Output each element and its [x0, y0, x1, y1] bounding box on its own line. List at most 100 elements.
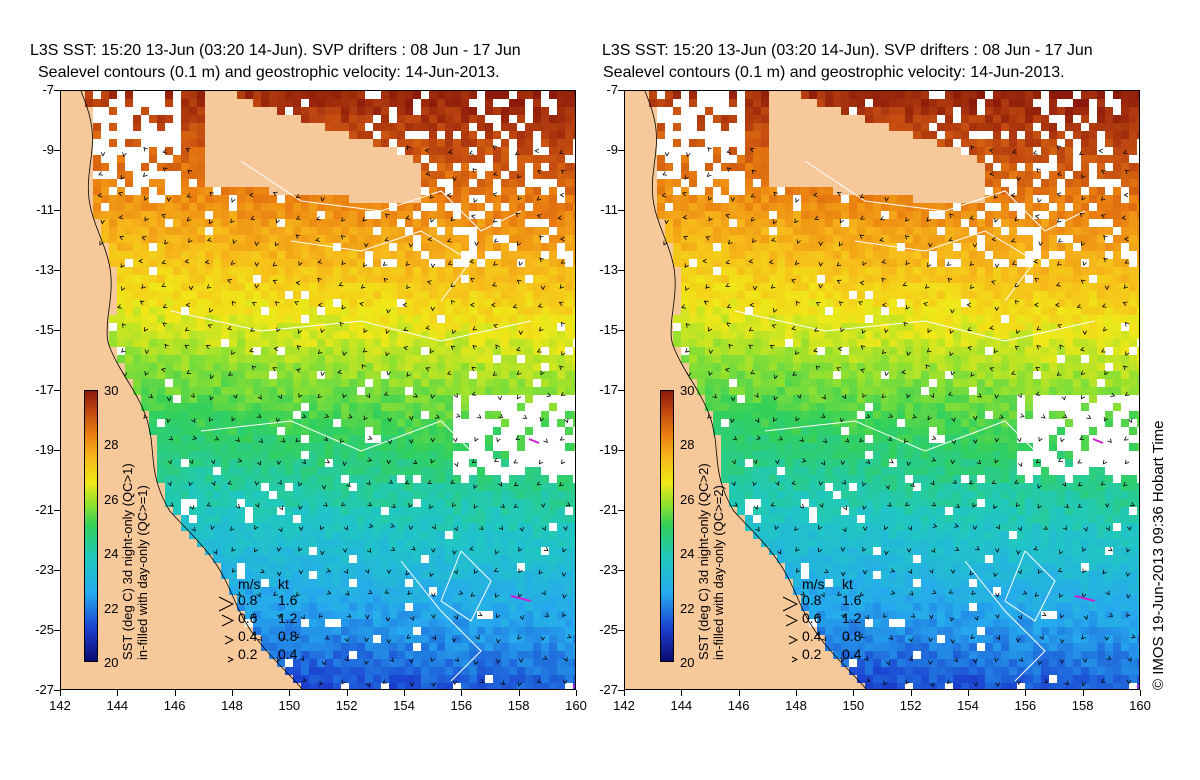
sst-cell	[277, 555, 285, 563]
sst-cell	[205, 323, 213, 331]
sst-cell	[665, 131, 673, 139]
sst-cell	[269, 403, 277, 411]
sst-cell	[173, 379, 181, 387]
velocity-vector	[424, 148, 430, 153]
sst-cell	[213, 251, 221, 259]
velocity-vector	[474, 241, 479, 247]
sst-cell	[1113, 187, 1121, 195]
sst-cell	[573, 539, 575, 547]
sst-cell	[413, 283, 421, 291]
sst-cell	[349, 291, 357, 299]
sst-cell	[221, 323, 229, 331]
sst-cell	[881, 107, 889, 115]
sst-cell	[333, 411, 341, 419]
sst-cell	[357, 499, 365, 507]
sst-cell	[141, 123, 149, 131]
velocity-vector	[317, 277, 322, 283]
sst-cell	[541, 235, 549, 243]
sst-cell	[1065, 115, 1073, 123]
velocity-vector	[298, 570, 304, 575]
sst-cell	[421, 371, 429, 379]
sst-cell	[341, 491, 349, 499]
sst-cell	[157, 307, 165, 315]
sst-cell	[713, 211, 721, 219]
sst-cell	[125, 139, 133, 147]
sst-cell	[221, 499, 229, 507]
sst-cell	[461, 459, 469, 467]
sst-cell	[509, 243, 517, 251]
sst-cell	[285, 371, 293, 379]
velocity-vector	[473, 198, 478, 203]
sst-cell	[317, 531, 325, 539]
sst-cell	[133, 243, 141, 251]
sst-cell	[1017, 91, 1025, 99]
sst-cell	[573, 675, 575, 683]
sst-cell	[365, 499, 373, 507]
sst-cell	[1121, 163, 1129, 171]
sst-cell	[445, 171, 453, 179]
sst-cell	[221, 507, 229, 515]
sst-cell	[405, 115, 413, 123]
sst-cell	[573, 227, 575, 235]
sst-cell	[493, 579, 501, 587]
sst-cell	[1121, 187, 1129, 195]
sst-cell	[745, 211, 753, 219]
sst-cell	[1081, 107, 1089, 115]
sst-cell	[125, 267, 133, 275]
velocity-vector	[148, 393, 153, 399]
sst-cell	[197, 467, 205, 475]
sst-cell	[277, 419, 285, 427]
sst-cell	[373, 435, 381, 443]
sst-cell	[165, 219, 173, 227]
sst-cell	[485, 99, 493, 107]
sst-cell	[665, 171, 673, 179]
sst-cell	[349, 267, 357, 275]
colorbar-tick-label: 20	[104, 655, 119, 670]
sst-cell	[197, 499, 205, 507]
sst-cell	[753, 195, 761, 203]
sst-cell	[357, 659, 365, 667]
sst-cell	[253, 347, 261, 355]
sst-cell	[405, 603, 413, 611]
sst-cell	[213, 539, 221, 547]
sst-cell	[453, 643, 461, 651]
velocity-vector	[408, 658, 414, 664]
sst-cell	[253, 323, 261, 331]
sst-cell	[309, 667, 317, 675]
sst-cell	[277, 627, 285, 635]
sst-cell	[221, 459, 229, 467]
sst-cell	[557, 163, 565, 171]
sst-cell	[697, 195, 705, 203]
sst-cell	[977, 99, 985, 107]
sst-cell	[365, 387, 373, 395]
sst-cell	[333, 427, 341, 435]
sst-cell	[445, 323, 453, 331]
sst-cell	[985, 155, 993, 163]
sst-cell	[365, 235, 373, 243]
sst-cell	[469, 379, 477, 387]
sst-cell	[189, 163, 197, 171]
velocity-vector	[276, 657, 281, 663]
sst-cell	[333, 323, 341, 331]
velocity-vector	[278, 527, 283, 533]
sst-cell	[413, 107, 421, 115]
sst-cell	[389, 99, 397, 107]
sst-cell	[1041, 163, 1049, 171]
sst-cell	[261, 307, 269, 315]
sst-cell	[509, 371, 517, 379]
sst-cell	[397, 619, 405, 627]
velocity-vector	[338, 282, 344, 287]
sst-cell	[173, 307, 181, 315]
sst-cell	[541, 475, 549, 483]
sst-cell	[1137, 203, 1139, 211]
sst-cell	[181, 227, 189, 235]
sst-cell	[913, 131, 921, 139]
sst-cell	[565, 91, 573, 99]
sst-cell	[317, 539, 325, 547]
sst-cell	[349, 115, 357, 123]
sst-cell	[721, 155, 729, 163]
sst-cell	[261, 259, 269, 267]
sst-cell	[557, 675, 565, 683]
sst-cell	[485, 91, 493, 99]
sst-cell	[485, 603, 493, 611]
